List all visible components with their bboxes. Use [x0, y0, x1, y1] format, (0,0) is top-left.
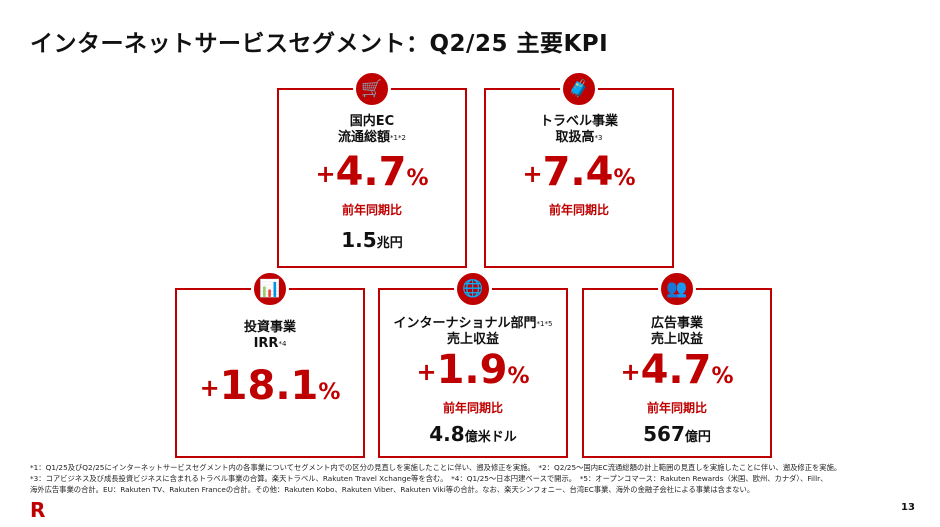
kpi-value: +7.4% [522, 149, 636, 195]
kpi-card-domestic-ec: 🛒 国内EC 流通総額*1*2 +4.7% 前年同期比 1.5兆円 [277, 70, 467, 268]
kpi-label: 投資事業 IRR*4 [243, 320, 296, 351]
kpi-amount: 4.8億米ドル [429, 422, 517, 446]
yoy-label: 前年同期比 [646, 401, 707, 415]
kpi-card-travel: 🧳 トラベル事業 取扱高*3 +7.4% 前年同期比 [484, 70, 674, 268]
footnotes: *1：Q1/25及びQ2/25にインターネットサービスセグメント内の各事業につい… [30, 462, 920, 495]
footnote: 海外広告事業の合計。EU：Rakuten TV、Rakuten Franceの合… [30, 485, 755, 494]
kpi-value: +4.7% [315, 149, 429, 195]
kpi-label: 広告事業 売上収益 [650, 316, 703, 347]
footnote: *3：コアビジネス及び成長投資ビジネスに含まれるトラベル事業の合算。楽天トラベル… [30, 474, 828, 483]
yoy-label: 前年同期比 [341, 203, 402, 217]
kpi-value: +1.9% [416, 347, 530, 393]
audience-icon: 👥 [658, 270, 696, 308]
yoy-label: 前年同期比 [442, 401, 503, 415]
footnote: *1：Q1/25及びQ2/25にインターネットサービスセグメント内の各事業につい… [30, 463, 842, 472]
yoy-label: 前年同期比 [548, 203, 609, 217]
page-title: インターネットサービスセグメント：Q2/25 主要KPI [30, 31, 609, 57]
page-number: 13 [901, 502, 915, 513]
kpi-value: +4.7% [620, 347, 734, 393]
shopping-cart-icon: 🛒 [353, 70, 391, 108]
kpi-label: インターナショナル部門*1*5 売上収益 [393, 316, 553, 347]
kpi-amount: 567億円 [643, 422, 711, 446]
kpi-label: トラベル事業 取扱高*3 [539, 114, 618, 145]
kpi-card-investment: 📊 投資事業 IRR*4 +18.1% [175, 270, 365, 458]
kpi-value: +18.1% [199, 363, 341, 409]
globe-icon: 🌐 [454, 270, 492, 308]
rakuten-logo: R [30, 498, 46, 522]
bar-chart-icon: 📊 [251, 270, 289, 308]
kpi-amount: 1.5兆円 [341, 228, 403, 252]
kpi-card-international: 🌐 インターナショナル部門*1*5 売上収益 +1.9% 前年同期比 4.8億米ド… [378, 270, 568, 458]
kpi-card-advertising: 👥 広告事業 売上収益 +4.7% 前年同期比 567億円 [582, 270, 772, 458]
kpi-label: 国内EC 流通総額*1*2 [338, 114, 406, 145]
suitcase-icon: 🧳 [560, 70, 598, 108]
